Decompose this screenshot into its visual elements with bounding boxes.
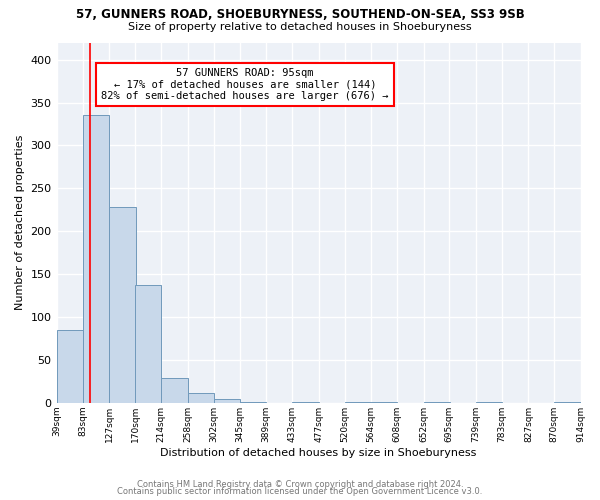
Text: 57 GUNNERS ROAD: 95sqm
← 17% of detached houses are smaller (144)
82% of semi-de: 57 GUNNERS ROAD: 95sqm ← 17% of detached… <box>101 68 389 101</box>
Bar <box>188 394 214 403</box>
Bar <box>476 402 502 403</box>
Bar <box>240 402 266 403</box>
Bar <box>109 207 136 403</box>
Bar <box>135 286 161 403</box>
Bar <box>424 402 450 403</box>
Bar <box>344 402 371 403</box>
Bar <box>214 398 241 403</box>
Bar <box>161 378 188 403</box>
Bar <box>292 402 319 403</box>
X-axis label: Distribution of detached houses by size in Shoeburyness: Distribution of detached houses by size … <box>160 448 477 458</box>
Bar <box>56 330 83 403</box>
Bar <box>554 402 581 403</box>
Text: Size of property relative to detached houses in Shoeburyness: Size of property relative to detached ho… <box>128 22 472 32</box>
Text: 57, GUNNERS ROAD, SHOEBURYNESS, SOUTHEND-ON-SEA, SS3 9SB: 57, GUNNERS ROAD, SHOEBURYNESS, SOUTHEND… <box>76 8 524 20</box>
Text: Contains HM Land Registry data © Crown copyright and database right 2024.: Contains HM Land Registry data © Crown c… <box>137 480 463 489</box>
Bar <box>371 402 397 403</box>
Bar <box>83 116 109 403</box>
Text: Contains public sector information licensed under the Open Government Licence v3: Contains public sector information licen… <box>118 488 482 496</box>
Y-axis label: Number of detached properties: Number of detached properties <box>15 135 25 310</box>
